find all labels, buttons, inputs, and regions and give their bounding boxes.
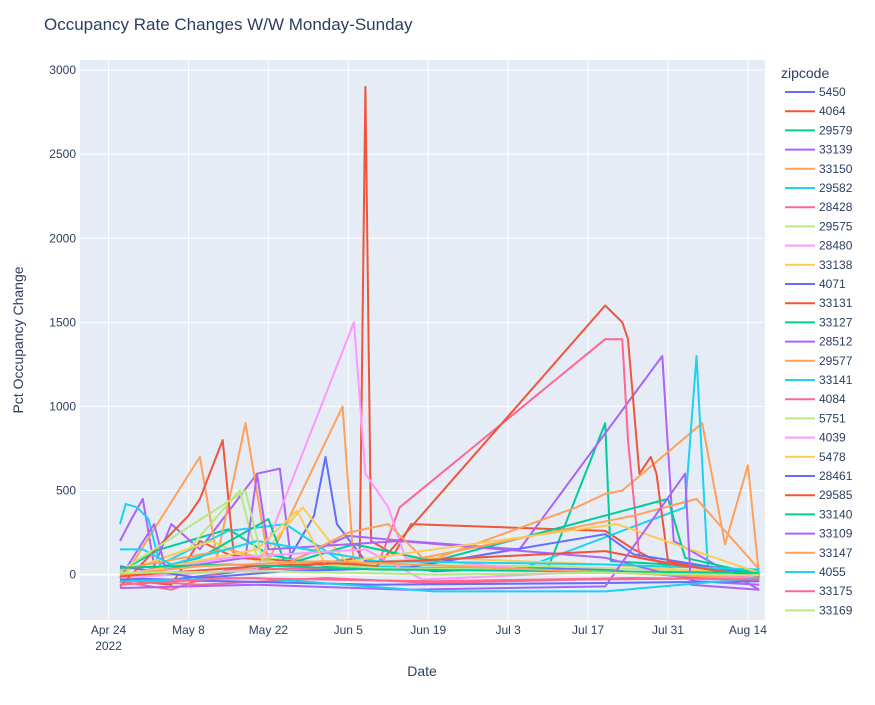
legend-label: 28428 <box>819 200 853 214</box>
legend-label: 29579 <box>819 123 853 137</box>
plot-area <box>80 60 765 620</box>
legend-label: 29582 <box>819 181 853 195</box>
legend-label: 33147 <box>819 546 853 560</box>
y-tick-label: 1000 <box>49 399 76 413</box>
y-tick-label: 500 <box>56 484 76 498</box>
y-tick-label: 2500 <box>49 147 76 161</box>
legend-label: 5478 <box>819 450 846 464</box>
legend-label: 33109 <box>819 527 853 541</box>
x-tick-label: Jul 31 <box>652 623 684 637</box>
axis-ticks: Apr 24 2022 May 8 May 22 Jun 5 Jun 19 Jul 3 Jul… <box>49 63 767 653</box>
legend-label: 29585 <box>819 488 853 502</box>
x-tick-label: Jul 3 <box>495 623 521 637</box>
y-axis-label: Pct Occupancy Change <box>10 266 26 413</box>
y-tick-label: 0 <box>69 568 76 582</box>
legend-label: 28512 <box>819 335 853 349</box>
series-line-33147 <box>119 560 760 579</box>
legend-label: 28480 <box>819 239 853 253</box>
series-line-5478 <box>119 509 760 578</box>
legend-label: 4064 <box>819 104 846 118</box>
legend-label: 29577 <box>819 354 853 368</box>
legend-label: 28461 <box>819 469 853 483</box>
legend-label: 29575 <box>819 219 853 233</box>
legend-label: 4071 <box>819 277 846 291</box>
x-tick-label: Jun 5 <box>334 623 364 637</box>
series-line-33169 <box>119 570 760 577</box>
y-tick-label: 2000 <box>49 231 76 245</box>
y-tick-label: 1500 <box>49 315 76 329</box>
x-tick-label: May 8 <box>172 623 205 637</box>
legend-label: 33140 <box>819 507 853 521</box>
legend: zipcode 5450 4064 29579 33139 33150 29582 2842… <box>781 65 853 617</box>
series-lines <box>119 85 761 593</box>
legend-label: 33141 <box>819 373 853 387</box>
legend-label: 33175 <box>819 584 853 598</box>
legend-label: 33138 <box>819 258 853 272</box>
x-tick-label: May 22 <box>249 623 289 637</box>
x-tick-label: Apr 24 <box>91 623 127 637</box>
x-tick-label: Jun 19 <box>410 623 446 637</box>
legend-label: 33131 <box>819 296 853 310</box>
y-tick-label: 3000 <box>49 63 76 77</box>
series-line-33175 <box>119 577 760 586</box>
series-line-33140 <box>119 563 760 574</box>
series-line-5450 <box>119 455 760 581</box>
series-line-33131 <box>119 304 760 588</box>
series-line-33139 <box>119 355 760 591</box>
x-tick-label: Jul 17 <box>572 623 604 637</box>
x-axis-label: Date <box>407 663 437 679</box>
legend-title: zipcode <box>781 65 829 81</box>
legend-label: 33169 <box>819 603 853 617</box>
series-line-29582 <box>119 355 760 573</box>
legend-label: 4039 <box>819 431 846 445</box>
chart-title: Occupancy Rate Changes W/W Monday-Sunday <box>44 15 413 34</box>
series-line-29585 <box>119 550 760 578</box>
legend-label: 33139 <box>819 143 853 157</box>
legend-label: 33127 <box>819 315 853 329</box>
series-line-29577 <box>119 497 761 571</box>
x-tick-sublabel: 2022 <box>95 639 122 653</box>
legend-label: 5450 <box>819 85 846 99</box>
legend-label: 4055 <box>819 565 846 579</box>
series-line-28512 <box>119 472 760 586</box>
x-tick-label: Aug 14 <box>729 623 767 637</box>
legend-label: 4084 <box>819 392 846 406</box>
legend-label: 33150 <box>819 162 853 176</box>
legend-label: 5751 <box>819 411 846 425</box>
